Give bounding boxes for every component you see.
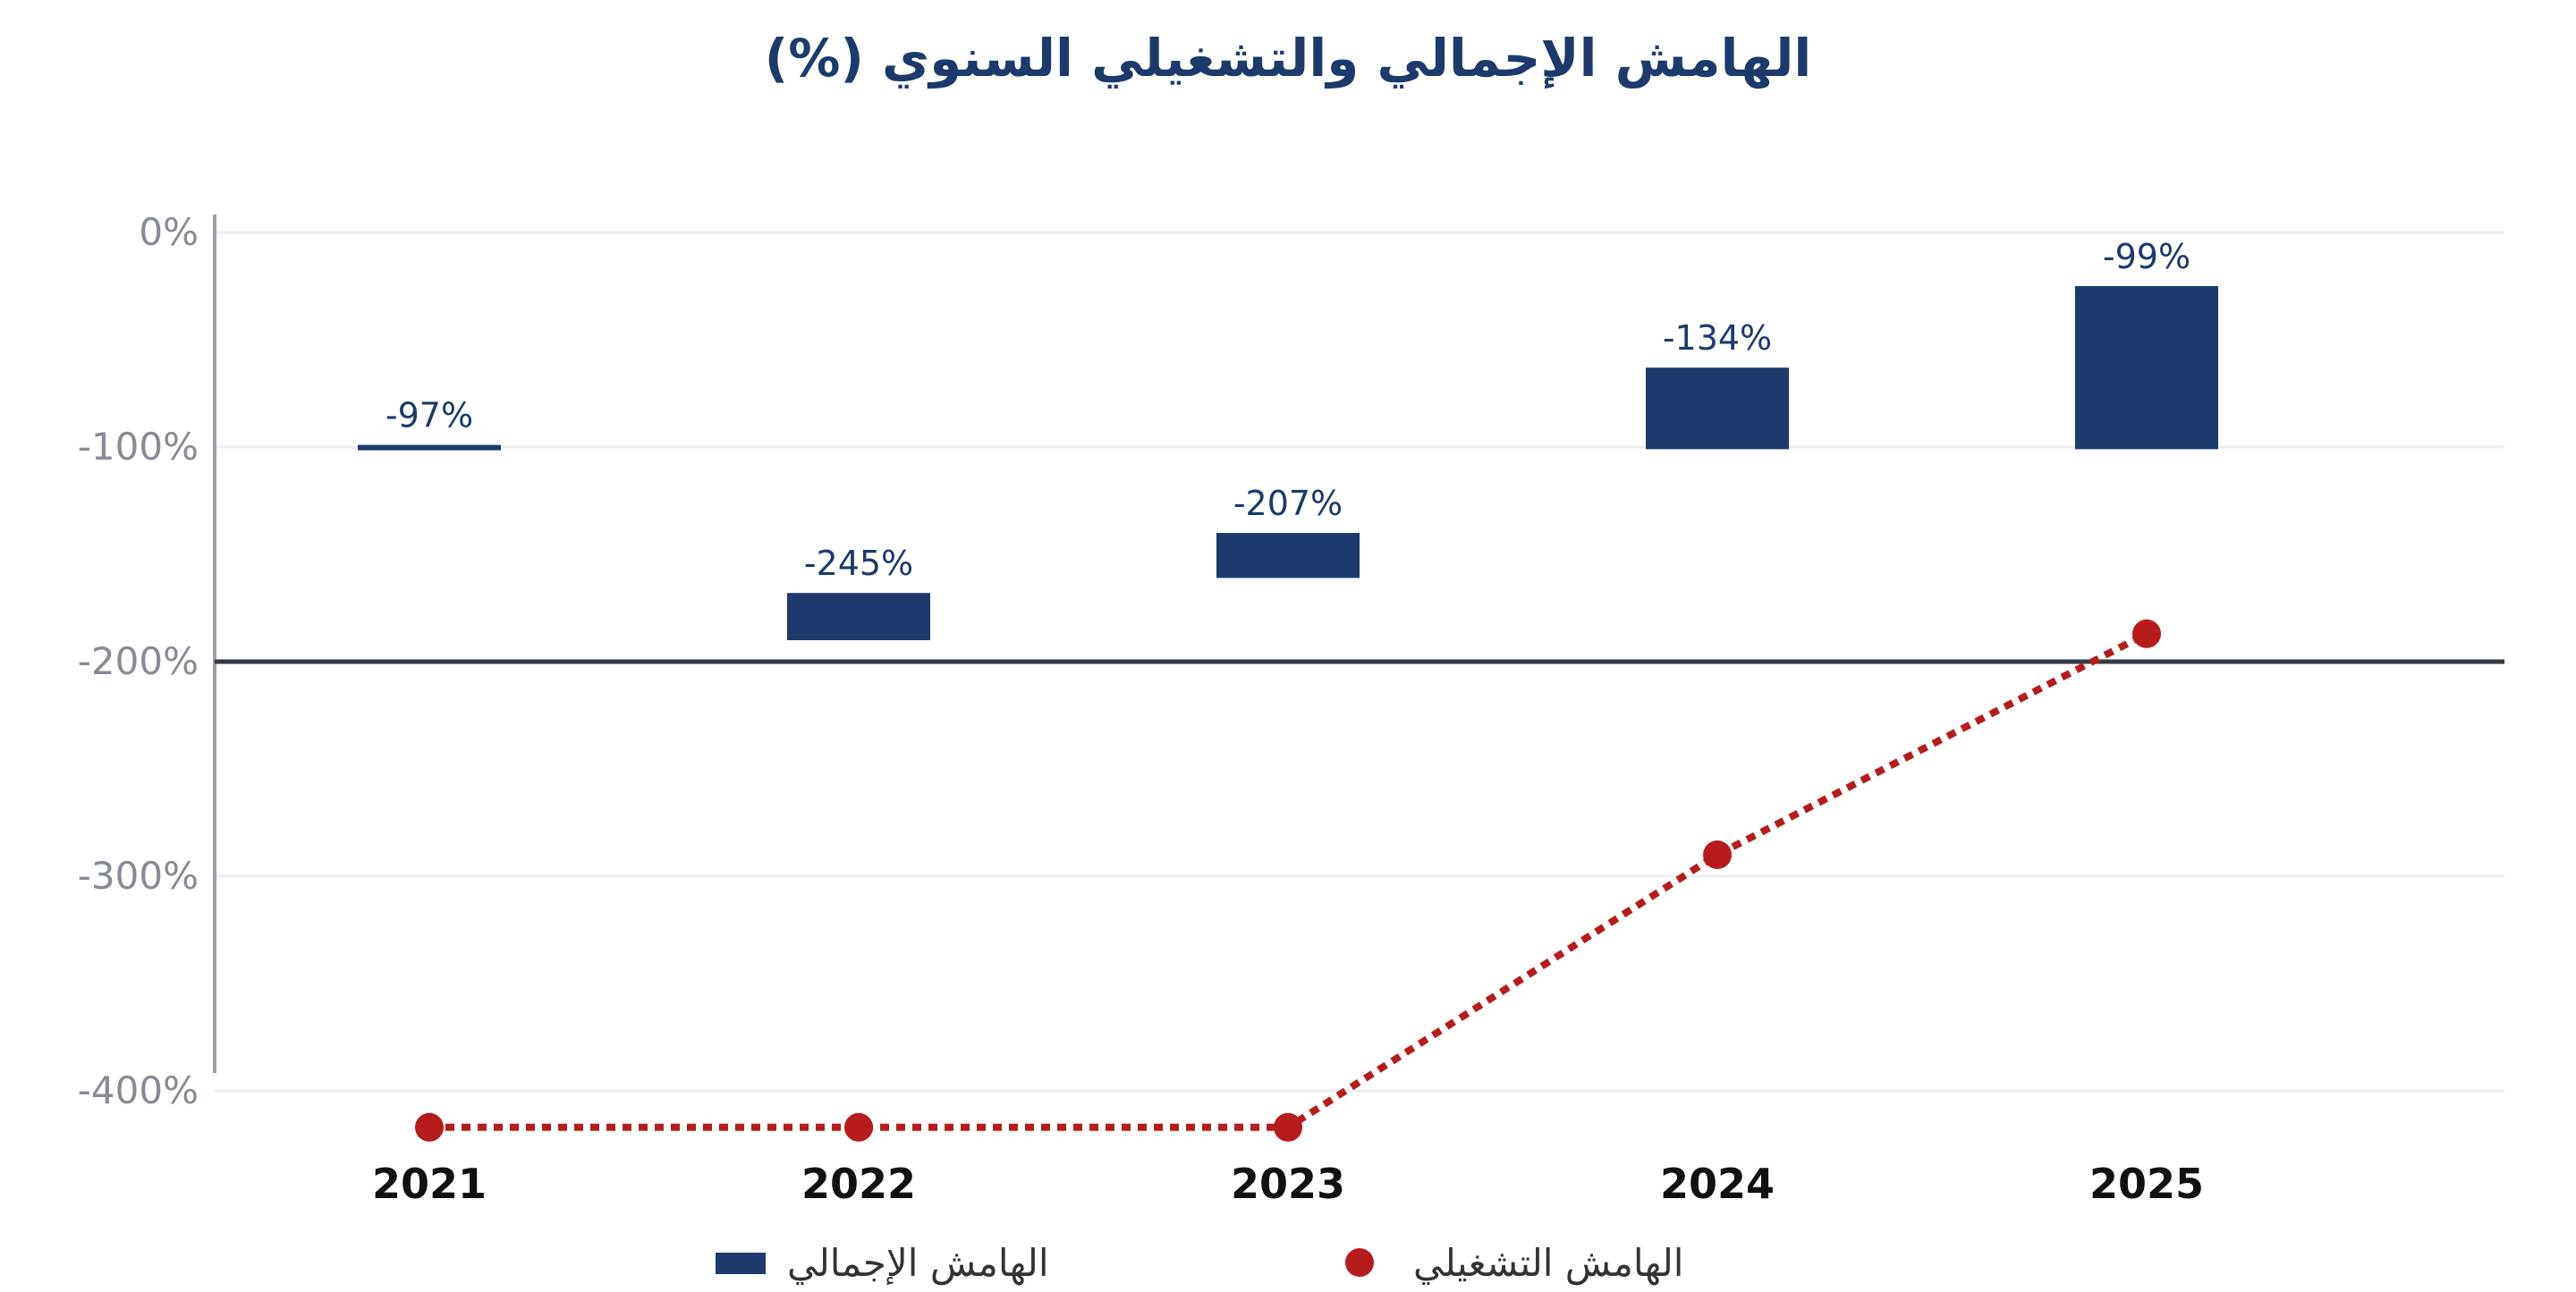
gross-margin-data-label: -134% [1663, 318, 1772, 358]
legend-line-swatch [1345, 1248, 1374, 1277]
operating-margin-point [2132, 619, 2161, 648]
operating-margin-point [1703, 840, 1732, 869]
operating-margin-point [415, 1112, 444, 1142]
y-tick-label: -300% [78, 854, 199, 898]
y-tick-label: -200% [78, 639, 199, 683]
gross-margin-bar [358, 444, 501, 451]
legend-line-label: الهامش التشغيلي [1413, 1241, 1683, 1286]
gross-margin-bar [2075, 286, 2218, 450]
y-axis-ticks: 0% -100% -200% -300% -400% [78, 210, 199, 1112]
gross-margin-data-label: -245% [804, 544, 913, 583]
bar-series: -97% -245% -207% -134% -99% [358, 237, 2218, 640]
gross-margin-data-label: -99% [2103, 237, 2190, 276]
operating-margin-point [1274, 1112, 1302, 1142]
x-tick-label: 2022 [801, 1160, 916, 1208]
y-tick-label: -400% [78, 1068, 199, 1112]
gross-margin-bar [1216, 533, 1360, 578]
operating-margin-point [844, 1112, 873, 1142]
x-axis-ticks: 2021 2022 2023 2024 2025 [372, 1160, 2204, 1208]
x-tick-label: 2021 [372, 1160, 487, 1208]
legend: الهامش الإجمالي الهامش التشغيلي [716, 1241, 1683, 1286]
line-series [415, 619, 2161, 1142]
legend-bar-swatch [716, 1253, 766, 1274]
x-tick-label: 2024 [1660, 1160, 1775, 1208]
x-tick-label: 2023 [1231, 1160, 1345, 1208]
y-tick-label: -100% [78, 425, 199, 469]
gross-margin-data-label: -207% [1233, 484, 1343, 523]
gross-margin-bar [1646, 367, 1789, 450]
gross-margin-bar [787, 593, 930, 640]
legend-bar-label: الهامش الإجمالي [787, 1241, 1048, 1286]
y-tick-label: 0% [139, 210, 199, 254]
operating-margin-line [429, 630, 2148, 1131]
chart-title: الهامش الإجمالي والتشغيلي السنوي (%) [765, 28, 1812, 89]
gross-margin-data-label: -97% [386, 396, 473, 435]
x-tick-label: 2025 [2089, 1160, 2204, 1208]
